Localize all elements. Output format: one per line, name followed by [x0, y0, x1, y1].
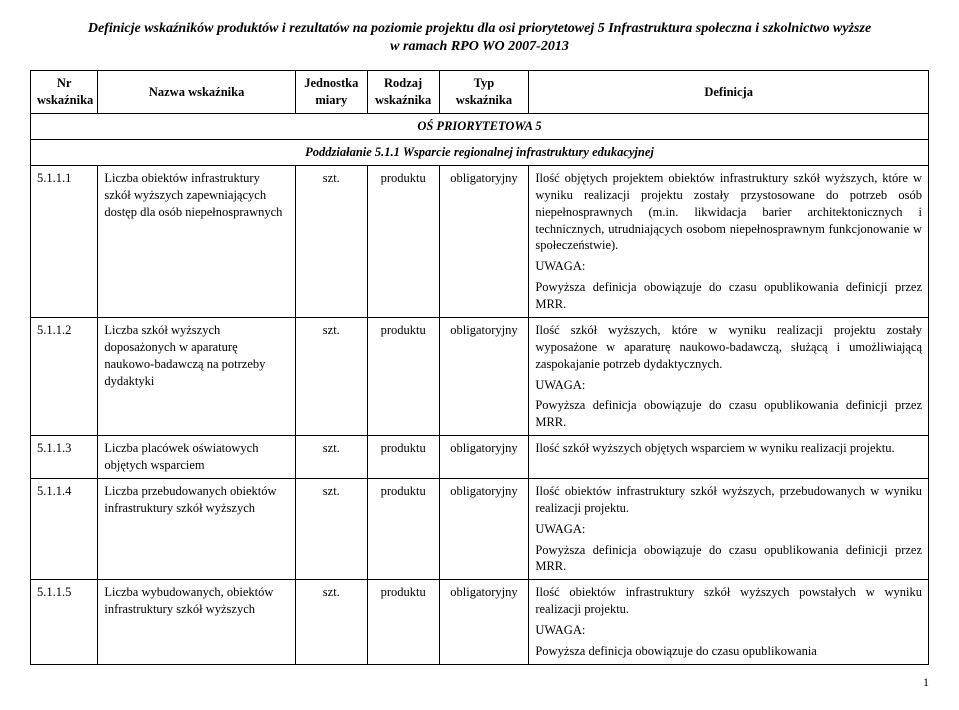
subaction-row: Poddziałanie 5.1.1 Wsparcie regionalnej …	[31, 140, 929, 166]
cell-rodzaj: produktu	[367, 165, 439, 317]
def-text: Ilość objętych projektem obiektów infras…	[535, 170, 922, 254]
cell-def: Ilość szkół wyższych, które w wyniku rea…	[529, 317, 929, 435]
cell-rodzaj: produktu	[367, 436, 439, 479]
cell-jedn: szt.	[295, 436, 367, 479]
def-note-text: Powyższa definicja obowiązuje do czasu o…	[535, 279, 922, 313]
cell-def: Ilość objętych projektem obiektów infras…	[529, 165, 929, 317]
cell-nr: 5.1.1.5	[31, 580, 98, 665]
cell-def: Ilość obiektów infrastruktury szkół wyżs…	[529, 580, 929, 665]
cell-nr: 5.1.1.4	[31, 478, 98, 579]
cell-nazwa: Liczba placówek oświatowych objętych wsp…	[98, 436, 296, 479]
def-note-text: Powyższa definicja obowiązuje do czasu o…	[535, 397, 922, 431]
col-jednostka: Jednostka miary	[295, 71, 367, 114]
table-row: 5.1.1.1 Liczba obiektów infrastruktury s…	[31, 165, 929, 317]
cell-typ: obligatoryjny	[439, 580, 529, 665]
def-text: Ilość obiektów infrastruktury szkół wyżs…	[535, 584, 922, 618]
def-note-label: UWAGA:	[535, 521, 922, 538]
def-note-label: UWAGA:	[535, 258, 922, 275]
subaction-cell: Poddziałanie 5.1.1 Wsparcie regionalnej …	[31, 140, 929, 166]
header-line2: w ramach RPO WO 2007-2013	[390, 39, 569, 54]
cell-typ: obligatoryjny	[439, 478, 529, 579]
cell-nazwa: Liczba przebudowanych obiektów infrastru…	[98, 478, 296, 579]
cell-nr: 5.1.1.2	[31, 317, 98, 435]
cell-rodzaj: produktu	[367, 478, 439, 579]
header-line1: Definicje wskaźników produktów i rezulta…	[88, 21, 871, 36]
col-definicja: Definicja	[529, 71, 929, 114]
cell-nazwa: Liczba wybudowanych, obiektów infrastruk…	[98, 580, 296, 665]
cell-jedn: szt.	[295, 580, 367, 665]
col-nr: Nr wskaźnika	[31, 71, 98, 114]
cell-nazwa: Liczba szkół wyższych doposażonych w apa…	[98, 317, 296, 435]
table-row: 5.1.1.5 Liczba wybudowanych, obiektów in…	[31, 580, 929, 665]
col-typ: Typ wskaźnika	[439, 71, 529, 114]
table-row: 5.1.1.3 Liczba placówek oświatowych obję…	[31, 436, 929, 479]
cell-typ: obligatoryjny	[439, 317, 529, 435]
def-note-label: UWAGA:	[535, 622, 922, 639]
table-row: 5.1.1.2 Liczba szkół wyższych doposażony…	[31, 317, 929, 435]
page-header: Definicje wskaźników produktów i rezulta…	[30, 20, 929, 56]
def-text: Ilość szkół wyższych, które w wyniku rea…	[535, 322, 922, 373]
def-text: Ilość szkół wyższych objętych wsparciem …	[535, 440, 922, 457]
cell-jedn: szt.	[295, 165, 367, 317]
col-nazwa: Nazwa wskaźnika	[98, 71, 296, 114]
def-note-label: UWAGA:	[535, 377, 922, 394]
def-text: Ilość obiektów infrastruktury szkół wyżs…	[535, 483, 922, 517]
cell-typ: obligatoryjny	[439, 165, 529, 317]
col-rodzaj: Rodzaj wskaźnika	[367, 71, 439, 114]
axis-row: OŚ PRIORYTETOWA 5	[31, 114, 929, 140]
page-number: 1	[30, 675, 929, 690]
cell-jedn: szt.	[295, 478, 367, 579]
cell-jedn: szt.	[295, 317, 367, 435]
table-row: 5.1.1.4 Liczba przebudowanych obiektów i…	[31, 478, 929, 579]
cell-typ: obligatoryjny	[439, 436, 529, 479]
cell-nr: 5.1.1.1	[31, 165, 98, 317]
cell-def: Ilość obiektów infrastruktury szkół wyżs…	[529, 478, 929, 579]
cell-def: Ilość szkół wyższych objętych wsparciem …	[529, 436, 929, 479]
def-note-text: Powyższa definicja obowiązuje do czasu o…	[535, 542, 922, 576]
cell-nr: 5.1.1.3	[31, 436, 98, 479]
cell-nazwa: Liczba obiektów infrastruktury szkół wyż…	[98, 165, 296, 317]
axis-cell: OŚ PRIORYTETOWA 5	[31, 114, 929, 140]
table-header-row: Nr wskaźnika Nazwa wskaźnika Jednostka m…	[31, 71, 929, 114]
cell-rodzaj: produktu	[367, 580, 439, 665]
cell-rodzaj: produktu	[367, 317, 439, 435]
def-note-text: Powyższa definicja obowiązuje do czasu o…	[535, 643, 922, 660]
indicators-table: Nr wskaźnika Nazwa wskaźnika Jednostka m…	[30, 70, 929, 664]
